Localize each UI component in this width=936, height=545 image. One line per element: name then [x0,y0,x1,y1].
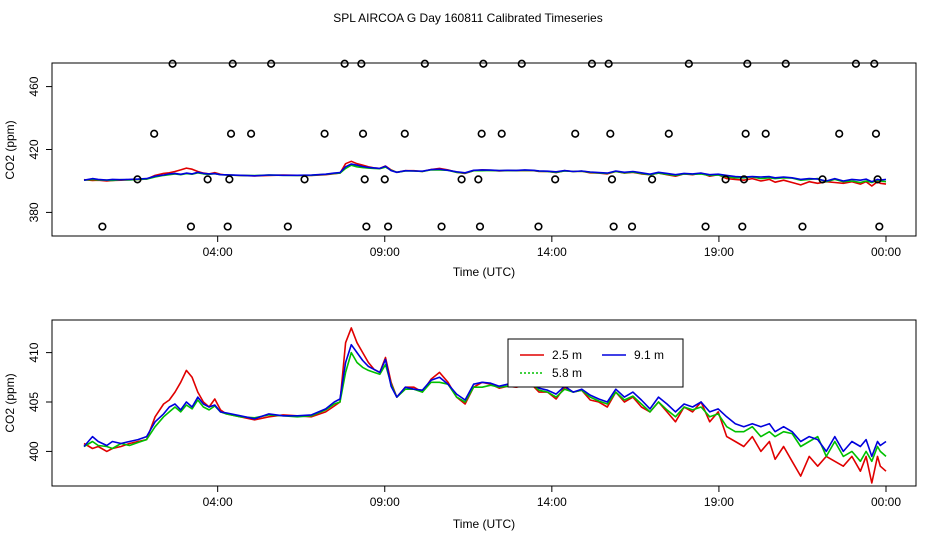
x-tick-label: 14:00 [537,245,567,259]
y-tick-label: 380 [27,202,41,222]
calibration-marker [551,175,560,184]
x-tick-label: 19:00 [704,245,734,259]
calibration-marker [380,175,389,184]
calibration-marker [604,59,613,68]
calibration-marker [587,59,597,68]
calibration-marker [875,222,884,231]
calibration-marker [267,59,276,68]
calibration-marker [203,175,212,184]
calibration-marker [168,59,177,68]
calibration-marker [320,129,329,138]
calibration-marker [420,59,429,68]
plot-area [83,160,887,187]
calibration-marker [761,129,770,138]
calibration-marker [362,222,371,231]
x-tick-label: 04:00 [203,245,233,259]
calibration-marker [150,129,159,138]
legend-label: 5.8 m [552,366,582,380]
calibration-marker [383,222,393,231]
chart-title: SPL AIRCOA G Day 160811 Calibrated Times… [333,11,602,25]
calibration-marker [133,175,142,184]
calibration-marker [871,129,881,138]
calibration-marker [738,222,747,231]
calibration-marker [340,59,349,68]
calibration-marker [781,59,790,68]
calibration-marker [300,175,309,184]
x-tick-label: 04:00 [203,495,233,509]
x-tick-label: 09:00 [370,495,400,509]
x-tick-label: 00:00 [871,495,901,509]
x-tick-label: 00:00 [871,245,901,259]
series-line-9-1-m [83,343,887,458]
plot-frame [51,62,917,237]
calibration-marker [627,222,637,231]
calibration-marker [474,175,483,184]
y-tick-label: 460 [27,76,41,96]
series-line-2-5-m [83,327,887,484]
x-tick-label: 14:00 [537,495,567,509]
calibration-marker [360,175,369,184]
legend-label: 2.5 m [552,348,582,362]
calibration-marker [400,129,409,138]
bottom-panel: 04:00 09:00 14:00 19:00 00:00 400 405 410 Time (… [3,319,917,531]
calibration-marker [534,222,543,231]
calibration-marker [701,222,710,231]
y-tick-label: 405 [27,392,41,412]
plot-area [83,327,887,484]
calibration-marker [517,59,526,68]
calibration-marker [571,129,580,138]
calibration-marker [437,222,446,231]
calibration-marker [223,222,232,231]
legend-label: 9.1 m [634,348,664,362]
calibration-marker [873,175,882,184]
calibration-marker [606,129,615,138]
calibration-marker [457,175,466,184]
calibration-marker [798,222,807,231]
calibration-marker [479,59,488,68]
calibration-marker [664,129,673,138]
y-axis-label: CO2 (ppm) [3,373,17,432]
calibration-marker [851,59,861,68]
calibration-marker [358,129,368,138]
calibration-marker [684,59,693,68]
x-tick-label: 19:00 [704,495,734,509]
calibration-marker [647,175,657,184]
calibration-marker [226,129,236,138]
calibration-marker [741,129,750,138]
y-tick-label: 420 [27,139,41,159]
calibration-marker [721,175,730,184]
series-line-9-1-m [83,163,887,183]
x-axis-label: Time (UTC) [453,265,515,279]
calibration-marker [475,222,485,231]
calibration-marker [609,222,618,231]
calibration-marker [818,175,827,184]
y-tick-label: 410 [27,342,41,362]
calibration-marker [743,59,752,68]
calibration-marker [186,222,196,231]
calibration-marker [835,129,844,138]
calibration-marker [225,175,234,184]
calibration-marker [228,59,237,68]
calibration-marker [283,222,292,231]
calibration-marker [497,129,506,138]
y-axis-label: CO2 (ppm) [3,120,17,179]
calibration-marker [98,222,107,231]
legend-box [507,338,684,388]
series-line-5-8-m [83,351,887,463]
legend: 2.5 m 5.8 m 9.1 m [507,338,684,388]
y-tick-label: 400 [27,441,41,461]
calibration-marker [870,59,879,68]
calibration-marker [739,175,749,184]
plot-frame [51,319,917,487]
calibration-marker [357,59,366,68]
calibration-marker [477,129,486,138]
x-tick-label: 09:00 [370,245,400,259]
calibration-marker [246,129,256,138]
x-axis-label: Time (UTC) [453,517,515,531]
top-panel: 04:00 09:00 14:00 19:00 00:00 380 420 460 Time (… [3,59,917,279]
calibration-marker [607,175,617,184]
